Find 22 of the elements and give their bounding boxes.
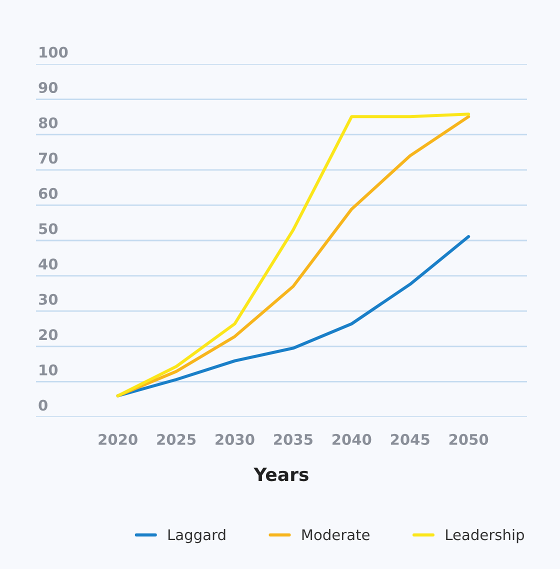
x-tick-label: 2020 — [98, 434, 138, 445]
y-tick-label: 50 — [39, 223, 58, 234]
x-tick-label: 2035 — [274, 434, 312, 445]
legend-label: Leadership — [446, 528, 524, 544]
x-axis-title: Years — [254, 468, 308, 482]
legend-label: Laggard — [168, 528, 226, 544]
x-tick-label: 2025 — [157, 434, 196, 445]
y-tick-label: 80 — [38, 117, 58, 128]
y-tick-label: 90 — [38, 82, 58, 94]
x-tick-label: 2040 — [332, 434, 372, 445]
y-tick-label: 10 — [40, 364, 58, 376]
y-tick-label: 60 — [38, 188, 58, 199]
y-tick-label: 0 — [38, 400, 48, 411]
y-tick-label: 20 — [39, 329, 58, 340]
y-tick-label: 70 — [38, 152, 58, 164]
y-tick-label: 100 — [40, 46, 68, 58]
y-tick-label: 40 — [38, 258, 58, 270]
x-tick-label: 2050 — [449, 434, 488, 445]
y-tick-label: 30 — [38, 294, 58, 305]
x-tick-label: 2030 — [216, 434, 254, 445]
legend-label: Moderate — [302, 528, 370, 540]
x-tick-label: 2045 — [390, 434, 430, 445]
